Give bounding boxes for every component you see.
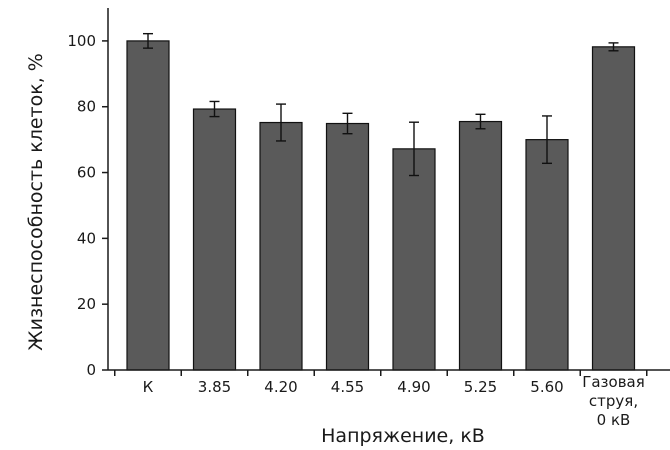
bar [392, 148, 436, 371]
x-tick-label: 4.90 [397, 378, 430, 396]
bars-group [126, 40, 636, 371]
axes-group [107, 8, 670, 371]
x-tick-label: 3.85 [198, 378, 231, 396]
x-tick-label: 5.60 [530, 378, 563, 396]
error-bar [143, 32, 153, 49]
x-axis-title: Напряжение, кВ [321, 425, 485, 447]
error-bar [608, 42, 619, 52]
x-tick-label: Газовая струя, 0 кВ [582, 373, 645, 429]
bar [126, 40, 170, 371]
error-bar [276, 103, 286, 142]
bar [458, 120, 503, 371]
x-ticks-group: К 3.85 4.20 4.55 4.90 5.25 5.60 Газовая струя, 0 … [114, 370, 648, 429]
bar [525, 139, 569, 371]
y-tick-label: 0 [86, 361, 96, 379]
x-tick-label: 4.20 [264, 378, 297, 396]
bar [325, 122, 370, 371]
x-tick-label: 4.55 [331, 378, 364, 396]
error-bar [209, 100, 220, 118]
y-tick-label: 40 [77, 229, 96, 247]
y-tick-label: 20 [77, 295, 96, 313]
y-tick-label: 100 [67, 32, 96, 50]
bar [259, 121, 303, 371]
y-tick-label: 60 [77, 164, 96, 182]
y-ticks-group: 0 20 40 60 80 100 [67, 32, 108, 379]
error-bar [542, 115, 552, 165]
error-bar [475, 113, 486, 130]
y-tick-label: 80 [77, 98, 96, 116]
x-tick-label: 5.25 [464, 378, 497, 396]
bar [192, 108, 237, 371]
x-tick-label: К [143, 378, 154, 396]
bar [591, 46, 636, 371]
y-axis-title: Жизнеспособность клеток, % [25, 53, 47, 351]
error-bars-group [143, 32, 619, 177]
error-bar [409, 121, 419, 177]
error-bar [342, 112, 353, 135]
